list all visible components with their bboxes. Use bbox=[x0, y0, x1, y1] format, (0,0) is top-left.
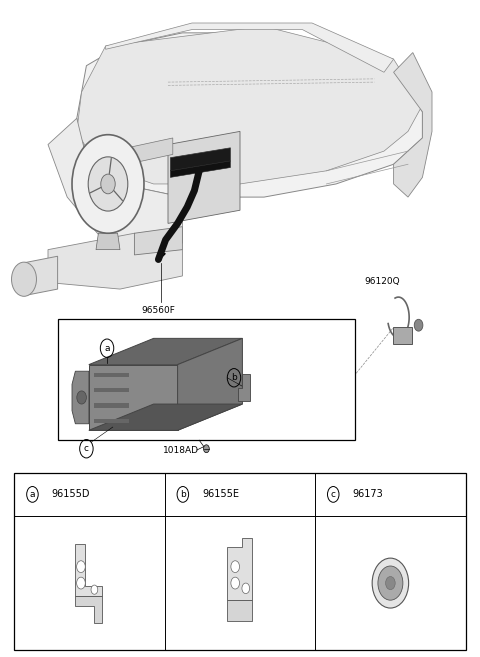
Bar bbox=[94, 388, 129, 392]
Polygon shape bbox=[89, 338, 242, 365]
Bar bbox=[58, 319, 355, 440]
Text: a: a bbox=[104, 344, 110, 353]
Text: c: c bbox=[84, 444, 89, 453]
Circle shape bbox=[385, 577, 395, 590]
Circle shape bbox=[372, 558, 408, 608]
Text: 96173: 96173 bbox=[352, 489, 383, 499]
Polygon shape bbox=[178, 338, 242, 430]
Polygon shape bbox=[24, 256, 58, 296]
Circle shape bbox=[231, 561, 240, 572]
Circle shape bbox=[91, 585, 98, 594]
Circle shape bbox=[88, 157, 128, 211]
Polygon shape bbox=[227, 599, 252, 622]
Circle shape bbox=[12, 262, 36, 296]
Polygon shape bbox=[75, 597, 102, 623]
Polygon shape bbox=[227, 539, 252, 599]
Text: 1018AD: 1018AD bbox=[163, 445, 199, 455]
Circle shape bbox=[77, 578, 85, 589]
Text: a: a bbox=[30, 490, 35, 499]
Polygon shape bbox=[96, 233, 120, 250]
Polygon shape bbox=[48, 118, 182, 263]
Circle shape bbox=[77, 561, 85, 572]
Text: c: c bbox=[331, 490, 336, 499]
Polygon shape bbox=[134, 227, 182, 255]
Polygon shape bbox=[89, 404, 242, 430]
Bar bbox=[393, 327, 412, 344]
Polygon shape bbox=[394, 53, 432, 197]
Circle shape bbox=[242, 583, 250, 594]
Polygon shape bbox=[170, 161, 230, 177]
Polygon shape bbox=[77, 33, 422, 197]
Circle shape bbox=[414, 319, 423, 331]
Text: 96120Q: 96120Q bbox=[365, 277, 400, 286]
Circle shape bbox=[204, 445, 209, 453]
Polygon shape bbox=[127, 138, 173, 164]
Circle shape bbox=[101, 174, 115, 194]
Circle shape bbox=[231, 578, 240, 589]
Text: 96560F: 96560F bbox=[142, 306, 175, 315]
Text: b: b bbox=[231, 373, 237, 382]
Polygon shape bbox=[106, 23, 394, 72]
Text: 96155D: 96155D bbox=[52, 489, 90, 499]
Text: b: b bbox=[180, 490, 186, 499]
Polygon shape bbox=[77, 26, 422, 184]
Polygon shape bbox=[48, 233, 182, 289]
Polygon shape bbox=[89, 365, 178, 430]
Circle shape bbox=[72, 135, 144, 233]
Circle shape bbox=[378, 566, 403, 600]
Text: 96155E: 96155E bbox=[202, 489, 239, 499]
Polygon shape bbox=[170, 148, 230, 171]
Circle shape bbox=[77, 391, 86, 404]
Bar bbox=[94, 403, 129, 408]
Polygon shape bbox=[168, 131, 240, 223]
Bar bbox=[94, 373, 129, 377]
Polygon shape bbox=[238, 374, 250, 401]
Bar bbox=[14, 473, 466, 650]
Bar bbox=[94, 419, 129, 423]
Polygon shape bbox=[75, 544, 102, 597]
Polygon shape bbox=[72, 371, 89, 424]
